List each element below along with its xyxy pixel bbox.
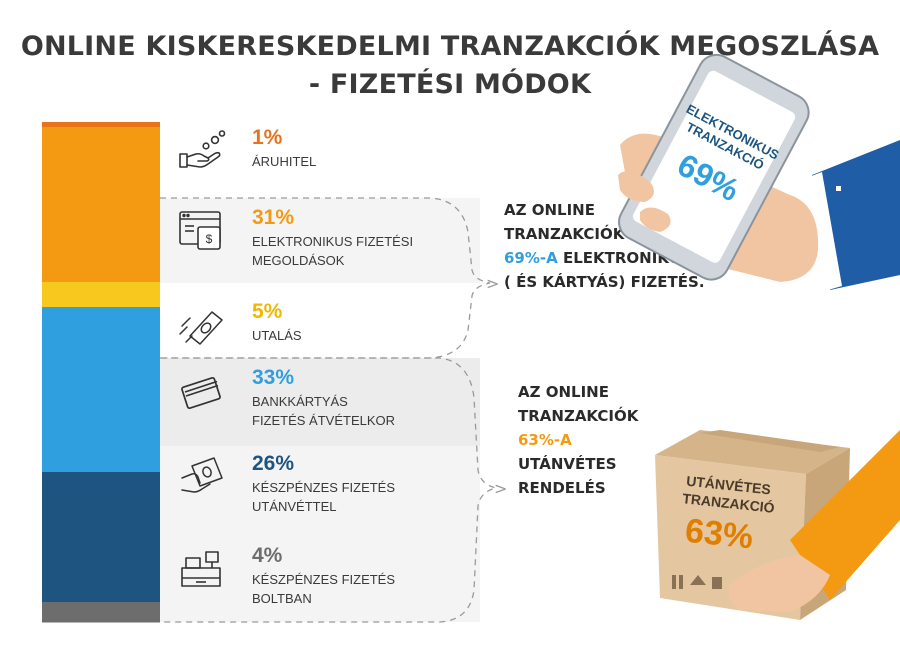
label-keszpenz-bolt: KÉSZPÉNZES FIZETÉS BOLTBAN [252, 572, 396, 606]
band-cash-cod [160, 446, 480, 536]
brace-electronic [160, 197, 491, 359]
bar-segment-keszpenz-bolt [42, 602, 160, 623]
note-electronic: AZ ONLINE TRANZAKCIÓK 69%-A ELEKTRONIKUS… [504, 201, 705, 291]
bar-segment-keszpenz-utanvet [42, 472, 160, 603]
stacked-bar [42, 122, 160, 623]
label-bankkartya: BANKKÁRTYÁS FIZETÉS ÁTVÉTELKOR [252, 394, 396, 428]
flying-money-icon [179, 311, 223, 345]
svg-text:$: $ [206, 232, 213, 246]
bar-segment-aruhitel [42, 122, 160, 128]
title-line-1: ONLINE KISKERESKEDELMI TRANZAKCIÓK MEGOS… [20, 31, 880, 62]
label-utalas: UTALÁS [252, 328, 302, 343]
pct-utalas: 5% [252, 300, 283, 323]
chart-title: ONLINE KISKERESKEDELMI TRANZAKCIÓK MEGOS… [0, 28, 900, 104]
cash-register-icon [181, 551, 221, 587]
pct-keszpenz-bolt: 4% [252, 544, 283, 567]
bank-card-icon [181, 376, 221, 410]
hand-coins-icon [179, 130, 226, 168]
pct-aruhitel: 1% [252, 126, 283, 149]
label-elektronikus: ELEKTRONIKUS FIZETÉSI MEGOLDÁSOK [252, 234, 414, 268]
brace-arrow-2: > [494, 479, 507, 498]
bar-segment-utalas [42, 282, 160, 308]
pct-bankkartya: 33% [252, 366, 295, 389]
note-cod: AZ ONLINE TRANZAKCIÓK 63%-A UTÁNVÉTES RE… [518, 383, 639, 497]
title-line-2: - FIZETÉSI MÓDOK [308, 69, 592, 100]
brace-arrow-1: > [486, 274, 499, 293]
pct-keszpenz-utanvet: 26% [252, 452, 295, 475]
bar-segment-elektronikus [42, 127, 160, 283]
pct-elektronikus: 31% [252, 206, 295, 229]
bar-segment-bankkartya [42, 307, 160, 473]
band-cash-store [160, 536, 480, 622]
band-card [160, 358, 480, 446]
cash-hand-icon [181, 457, 223, 493]
browser-payment-icon: $ [179, 211, 221, 250]
label-aruhitel: ÁRUHITEL [252, 154, 317, 169]
brace-cod [160, 357, 497, 623]
label-keszpenz-utanvet: KÉSZPÉNZES FIZETÉS UTÁNVÉTTEL [252, 480, 396, 514]
